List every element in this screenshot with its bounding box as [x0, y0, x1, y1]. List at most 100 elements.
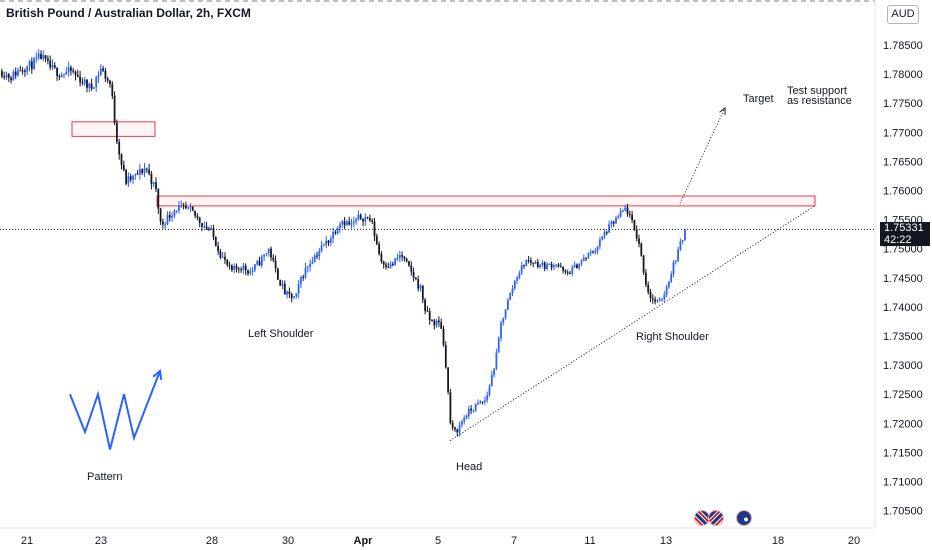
y-tick-label: 1.70500: [883, 506, 923, 518]
candle-body: [65, 72, 68, 75]
candle-body: [90, 83, 93, 89]
candle-body: [504, 309, 507, 318]
candle-body: [297, 283, 300, 294]
candle-body: [564, 270, 567, 273]
candle-body: [622, 210, 624, 212]
candle-body: [136, 173, 139, 175]
candle-body: [412, 271, 415, 278]
candle-body: [265, 253, 268, 255]
candle-body: [555, 264, 558, 266]
annotation-target: Target: [743, 93, 774, 105]
candle-body: [433, 320, 436, 326]
candle-body: [350, 223, 353, 225]
uk-flag-icon[interactable]: [708, 510, 724, 526]
w-pattern-arrowhead: [152, 368, 163, 380]
candle-body: [44, 55, 47, 59]
annotation-left-shoulder: Left Shoulder: [248, 328, 314, 340]
candle-body: [463, 417, 466, 422]
candle-body: [569, 272, 571, 274]
candle-body: [93, 87, 95, 89]
candle-body: [408, 261, 410, 266]
annotation-pattern: Pattern: [87, 471, 123, 483]
candle-body: [288, 291, 291, 294]
candle-body: [438, 320, 440, 323]
candle-body: [612, 222, 615, 224]
candle-body: [17, 70, 19, 76]
y-tick-label: 1.72500: [883, 389, 923, 401]
candle-body: [654, 299, 656, 302]
candle-body: [113, 95, 116, 123]
candle-body: [424, 299, 426, 311]
candle-body: [355, 219, 357, 222]
candle-body: [387, 266, 390, 268]
candle-body: [76, 74, 79, 77]
candle-body: [256, 261, 259, 265]
candle-body: [477, 402, 479, 404]
australia-flag-icon[interactable]: [736, 510, 752, 526]
x-tick-label: Apr: [354, 535, 374, 547]
candle-body: [67, 67, 70, 73]
candle-body: [26, 66, 29, 72]
candle-body: [615, 217, 617, 224]
candle-body: [125, 170, 127, 184]
candle-body: [166, 215, 169, 225]
candle-body: [403, 256, 406, 259]
x-tick-label: 7: [511, 535, 517, 547]
candle-body: [674, 260, 677, 263]
candle-body: [132, 175, 134, 180]
candle-body: [171, 215, 173, 218]
candle-body: [182, 205, 185, 207]
candle-body: [168, 215, 171, 218]
candle-body: [486, 395, 489, 401]
x-tick-label: 30: [282, 535, 294, 547]
candle-body: [454, 427, 456, 430]
candle-body: [635, 229, 638, 239]
candle-body: [281, 283, 284, 286]
candle-body: [201, 223, 203, 227]
candle-body: [21, 70, 24, 72]
candle-body: [493, 369, 495, 376]
annotation-right-shoulder: Right Shoulder: [636, 331, 709, 343]
y-tick-label: 1.75000: [883, 244, 923, 256]
candle-body: [111, 84, 114, 96]
candle-body: [79, 76, 81, 83]
candle-body: [603, 232, 606, 237]
candle-body: [7, 74, 10, 78]
candle-body: [42, 55, 45, 60]
candle-body: [435, 320, 438, 326]
candle-body: [610, 222, 613, 225]
candle-body: [334, 232, 337, 234]
y-tick-label: 1.74000: [883, 302, 923, 314]
y-tick-label: 1.78500: [883, 40, 923, 52]
candle-body: [348, 221, 351, 225]
candle-body: [221, 256, 224, 258]
candle-body: [274, 260, 277, 269]
candle-body: [546, 264, 548, 269]
candle-body: [231, 265, 233, 271]
candle-body: [447, 367, 449, 393]
candle-body: [270, 248, 272, 258]
candle-body: [224, 256, 226, 260]
candle-body: [428, 311, 431, 321]
candle-body: [150, 173, 153, 184]
x-tick-label: 11: [584, 535, 595, 547]
candle-body: [53, 65, 56, 68]
candle-body: [539, 264, 541, 267]
currency-badge[interactable]: AUD: [887, 5, 919, 24]
candle-body: [196, 215, 199, 218]
candle-body: [210, 228, 213, 230]
y-tick-label: 1.73500: [883, 331, 923, 343]
candle-body: [212, 228, 215, 237]
candle-body: [180, 205, 183, 207]
candle-body: [472, 410, 475, 412]
candle-body: [14, 71, 17, 76]
candle-body: [63, 74, 65, 76]
candle-body: [440, 322, 443, 329]
candle-body: [152, 182, 155, 184]
candle-body: [242, 265, 245, 270]
candle-body: [668, 281, 670, 288]
candle-body: [88, 83, 91, 88]
candle-body: [325, 240, 328, 245]
resistance-zones: [71, 121, 816, 207]
